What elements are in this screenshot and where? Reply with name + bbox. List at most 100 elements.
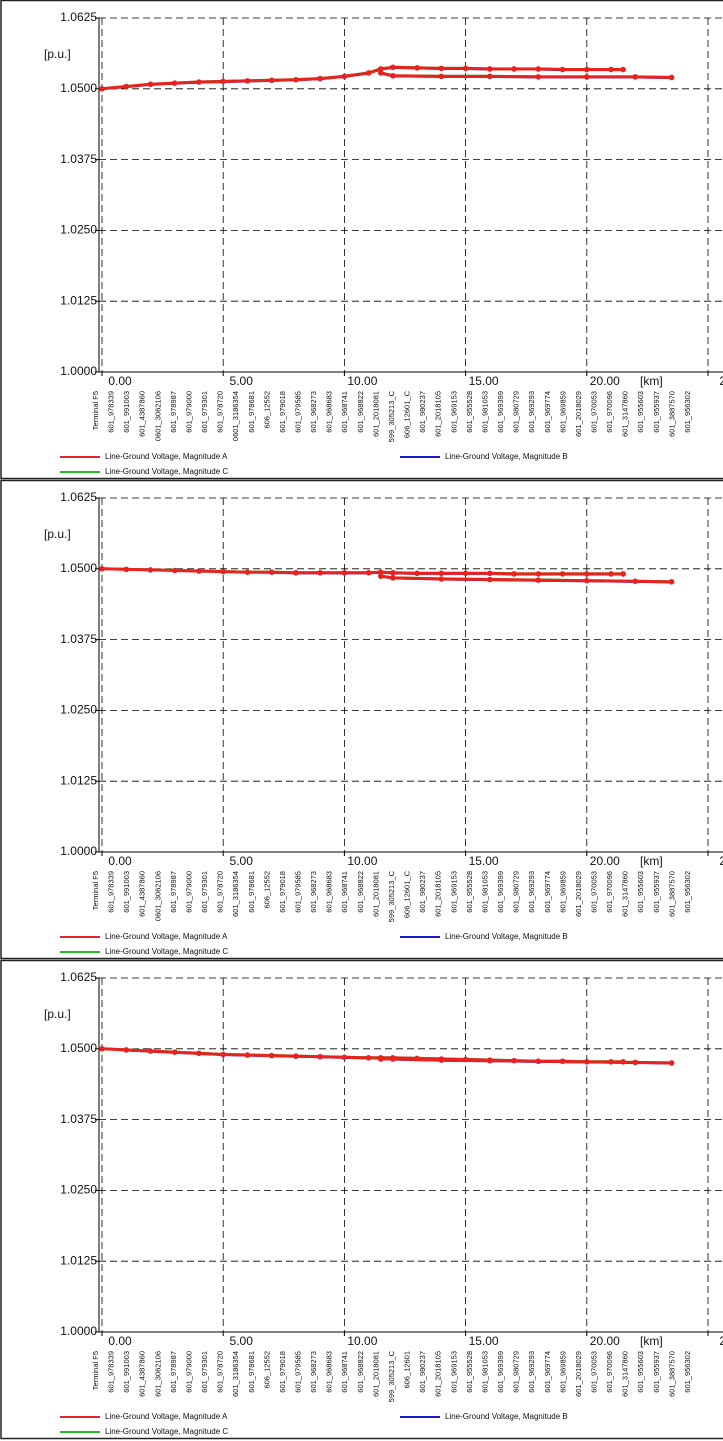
node-label: 601_979018: [278, 391, 287, 433]
series-marker: [462, 65, 469, 72]
node-label: 601_978339: [107, 871, 116, 913]
node-label: 599_305213_C: [387, 1350, 396, 1402]
series-marker: [511, 66, 517, 72]
node-label: 601_978339: [107, 1351, 116, 1393]
series-marker: [244, 569, 251, 575]
y-tick-label: 1.0000: [60, 844, 97, 858]
series-marker: [317, 75, 323, 82]
node-label: 601_980237: [418, 871, 427, 913]
node-label: 601_991003: [122, 871, 131, 913]
node-label: 601_968683: [325, 871, 334, 913]
series-marker: [196, 79, 202, 85]
node-label: 601_979301: [200, 1351, 209, 1393]
series-marker: [220, 568, 226, 575]
series-marker: [668, 1060, 675, 1066]
node-label: 601_3062106: [153, 1351, 162, 1397]
legend-label: Line-Ground Voltage, Magnitude A: [105, 1412, 228, 1421]
series-marker: [438, 570, 445, 577]
x-tick-label: 0.00: [108, 374, 132, 388]
series-marker: [171, 567, 178, 574]
x-tick-label: 20.00: [590, 854, 620, 868]
node-label: 601_978720: [216, 1351, 225, 1393]
node-label: 601_979000: [184, 391, 193, 433]
y-tick-label: 1.0125: [60, 1253, 97, 1267]
node-label: 601_969774: [543, 1351, 552, 1393]
series-marker: [123, 566, 130, 573]
node-label: 601_955937: [652, 871, 661, 913]
series-marker: [608, 1059, 614, 1065]
series-marker: [608, 66, 614, 73]
node-label: 601_969293: [527, 391, 536, 433]
series-marker: [608, 571, 614, 577]
node-label: 601_970053: [590, 871, 599, 913]
node-label: Terminal F5: [91, 391, 100, 430]
node-label: 601_969859: [558, 871, 567, 913]
node-label: 601_969153: [449, 871, 458, 913]
y-tick-label: 1.0625: [60, 490, 97, 504]
x-tick-label: 20.00: [590, 374, 620, 388]
series-marker: [268, 1052, 275, 1059]
node-label: Terminal F5: [91, 1351, 100, 1390]
series-marker: [196, 568, 202, 574]
node-label: 601_991003: [122, 1351, 131, 1393]
series-marker: [390, 1056, 396, 1062]
node-label: 601_4387860: [138, 391, 147, 437]
node-label: 601_980729: [512, 391, 521, 433]
node-label: 601_4387860: [138, 1351, 147, 1397]
node-label: 601_979301: [200, 871, 209, 913]
node-label: 601_956302: [683, 391, 692, 433]
series-marker: [559, 571, 566, 577]
series-marker: [487, 73, 493, 80]
node-label: 601_2018029: [574, 871, 583, 917]
x-tick-label: 10.00: [347, 374, 377, 388]
series-marker: [511, 1057, 517, 1064]
node-label: 601_955603: [636, 1351, 645, 1393]
node-label: 601_3186354: [231, 871, 240, 917]
node-label: 601_969399: [496, 391, 505, 433]
series-marker: [559, 66, 566, 73]
node-label: 601_968273: [309, 1351, 318, 1393]
series-marker: [414, 570, 420, 577]
node-label: 601_968741: [340, 391, 349, 433]
node-label: 601_955937: [652, 391, 661, 433]
x-tick-label: 20.00: [590, 1334, 620, 1348]
node-label: 601_4387860: [138, 871, 147, 917]
series-marker: [377, 1056, 384, 1062]
y-tick-label: 1.0375: [60, 152, 97, 166]
series-line: [101, 567, 672, 584]
node-label: 601_978987: [169, 1351, 178, 1393]
series-marker: [317, 1053, 323, 1060]
node-label: 606_12601_C: [403, 870, 412, 918]
series-marker: [438, 65, 445, 72]
series-marker: [171, 1049, 178, 1055]
node-label: 601_970053: [590, 391, 599, 433]
node-label: 601_970096: [605, 1351, 614, 1393]
panel-frame: [0, 959, 723, 1440]
series-marker: [171, 80, 178, 86]
series-marker: [632, 74, 639, 80]
y-axis-label: [p.u.]: [44, 527, 71, 541]
node-label: 601_981053: [480, 1351, 489, 1393]
node-label: 601_978987: [169, 391, 178, 433]
series-marker: [414, 1055, 420, 1062]
node-label: 601_2018029: [574, 391, 583, 437]
node-label: 606_12552: [262, 1351, 271, 1389]
series-marker: [511, 571, 517, 577]
node-label: 601_3887570: [667, 1351, 676, 1397]
node-label: 601_2018105: [434, 1351, 443, 1397]
series-marker: [365, 70, 372, 76]
series-marker: [620, 571, 626, 577]
node-label: 601_979301: [200, 391, 209, 433]
node-label: 601_978720: [216, 391, 225, 433]
node-label: 0601_3062106: [153, 871, 162, 921]
x-tick-label: 15.00: [469, 1334, 499, 1348]
series-marker: [377, 66, 384, 72]
node-label: 601_978681: [247, 391, 256, 433]
series-marker: [377, 569, 384, 575]
node-label: 601_3186354: [231, 1351, 240, 1397]
y-tick-label: 1.0500: [60, 1041, 97, 1055]
node-label: 601_968822: [356, 391, 365, 433]
panel: 1.0000 1.0125 1.0250 1.0375 1.0500 1.0625 0.00…: [0, 479, 723, 960]
series-marker: [390, 72, 396, 79]
